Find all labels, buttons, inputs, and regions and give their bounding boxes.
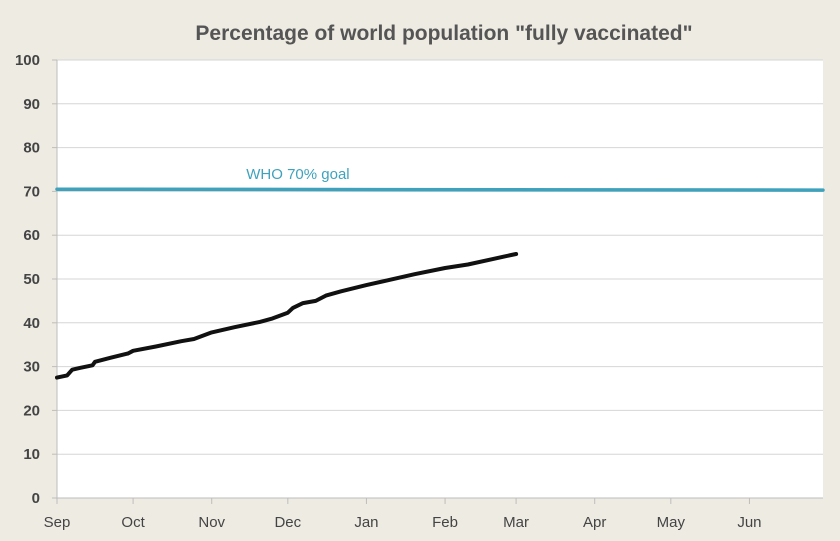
x-tick-label: Jan (354, 514, 378, 531)
annotation-label: WHO 70% goal (246, 166, 349, 183)
y-tick-label: 40 (23, 315, 40, 332)
x-tick-label: Feb (432, 514, 458, 531)
y-tick-label: 20 (23, 402, 40, 419)
y-tick-label: 50 (23, 271, 40, 288)
y-tick-label: 10 (23, 446, 40, 463)
x-tick-label: Apr (583, 514, 606, 531)
y-tick-label: 0 (32, 490, 40, 507)
x-tick-label: Nov (198, 514, 225, 531)
series-lines (55, 187, 825, 380)
series-line-0 (55, 252, 519, 380)
x-tick-label: Jun (737, 514, 761, 531)
chart-title: Percentage of world population "fully va… (195, 22, 692, 45)
axes (52, 59, 823, 504)
y-tick-label: 80 (23, 140, 40, 157)
x-tick-label: Mar (503, 514, 529, 531)
y-tick-label: 70 (23, 183, 40, 200)
x-tick-label: May (657, 514, 686, 531)
y-tick-label: 90 (23, 96, 40, 113)
y-tick-label: 30 (23, 359, 40, 376)
y-tick-label: 100 (15, 52, 40, 69)
labels: 0 10 20 30 40 50 60 70 80 90 100 Sep Oct Nov Dec Jan Feb… (15, 52, 762, 531)
x-tick-label: Oct (121, 514, 145, 531)
series-line-1 (55, 187, 825, 192)
x-tick-label: Dec (274, 514, 301, 531)
x-tick-label: Sep (44, 514, 71, 531)
y-tick-label: 60 (23, 227, 40, 244)
